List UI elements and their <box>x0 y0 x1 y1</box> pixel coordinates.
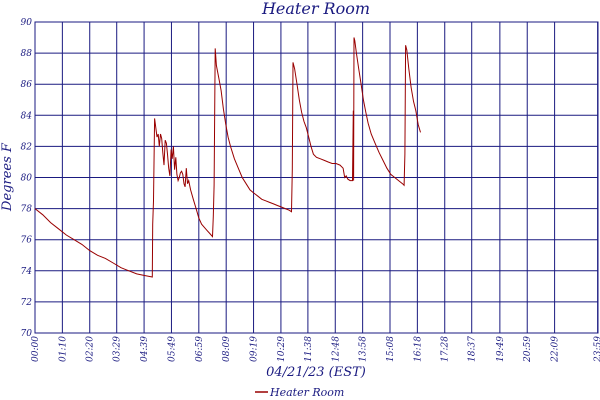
x-tick-label: 10:29 <box>277 336 287 362</box>
x-tick-label: 09:19 <box>250 336 260 362</box>
x-tick-label: 02:20 <box>86 336 96 362</box>
y-tick-label: 82 <box>21 142 33 152</box>
y-tick-labels: 70 72 74 76 78 80 82 84 86 88 90 <box>21 18 33 339</box>
y-tick-label: 72 <box>21 298 33 308</box>
x-tick-label: 19:49 <box>496 336 506 362</box>
x-tick-label: 20:59 <box>523 336 533 363</box>
x-tick-label: 12:48 <box>331 336 341 362</box>
x-tick-labels: 00:00 01:10 02:20 03:29 04:39 05:49 06:59 08:09… <box>31 336 600 363</box>
y-tick-label: 74 <box>21 267 33 277</box>
y-tick-label: 80 <box>21 174 33 184</box>
legend: Heater Room <box>255 386 344 399</box>
series-line-heater-room <box>34 37 421 278</box>
chart-title: Heater Room <box>261 0 370 18</box>
x-tick-label: 00:00 <box>31 336 41 362</box>
x-tick-label: 04:39 <box>140 336 150 362</box>
x-axis-label: 04/21/23 (EST) <box>266 365 366 380</box>
x-tick-label: 23:59 <box>594 336 600 363</box>
y-tick-label: 90 <box>21 18 33 28</box>
x-tick-label: 06:59 <box>195 336 205 362</box>
y-tick-label: 70 <box>21 329 33 339</box>
y-tick-label: 86 <box>21 80 33 90</box>
y-tick-label: 78 <box>21 205 33 215</box>
y-axis-label: Degrees F <box>0 142 15 212</box>
x-tick-label: 11:38 <box>304 336 314 362</box>
y-tick-label: 84 <box>21 111 33 121</box>
x-tick-label: 17:28 <box>441 336 451 362</box>
x-tick-label: 03:29 <box>113 336 123 362</box>
x-tick-label: 18:37 <box>468 336 478 362</box>
x-tick-label: 08:09 <box>222 336 232 362</box>
x-tick-label: 22:09 <box>551 336 561 363</box>
legend-label-heater-room: Heater Room <box>269 386 344 399</box>
plot-border <box>34 21 599 334</box>
x-tick-label: 13:58 <box>359 336 369 362</box>
y-tick-label: 76 <box>21 236 33 246</box>
x-tick-label: 16:18 <box>413 336 423 362</box>
x-tick-label: 01:10 <box>58 336 68 362</box>
y-tick-label: 88 <box>21 49 33 59</box>
x-tick-label: 15:08 <box>386 336 396 362</box>
x-tick-label: 05:49 <box>167 336 177 362</box>
